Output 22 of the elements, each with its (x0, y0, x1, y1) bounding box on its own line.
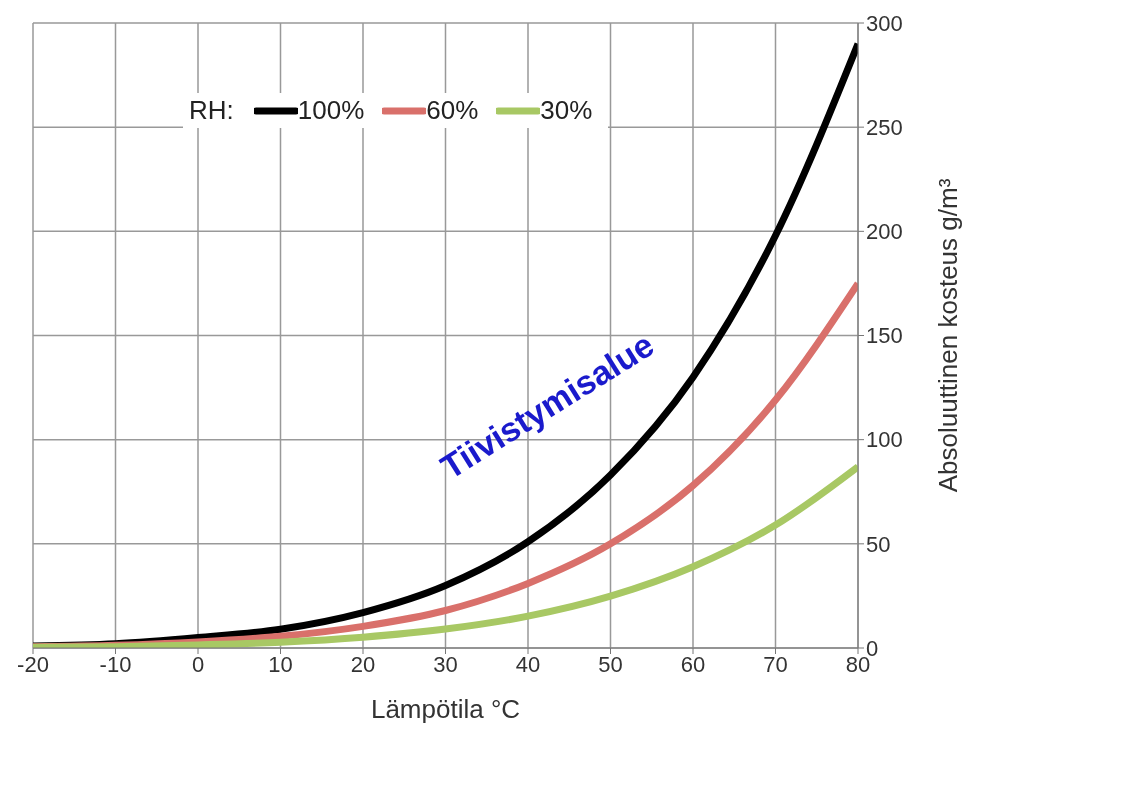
x-tick-label: 30 (433, 651, 458, 677)
x-tick-label: 20 (350, 651, 376, 677)
x-tick-label: 60 (680, 651, 706, 677)
x-tick-label: 70 (763, 651, 788, 677)
x-tick-label: 40 (515, 651, 541, 677)
y-tick-label: 300 (866, 10, 903, 36)
x-tick-label: 50 (598, 651, 623, 677)
legend-label: 30% (540, 95, 593, 126)
legend-label: 60% (426, 95, 479, 126)
y-tick-label: 150 (866, 323, 903, 349)
x-tick-label: 0 (191, 651, 205, 677)
legend-label: 100% (297, 95, 365, 126)
y-axis-title: Absoluuttinen kosteus g/m³ (933, 178, 964, 493)
y-tick-label: 250 (866, 114, 903, 140)
x-tick-label: 10 (268, 651, 293, 677)
legend-title: RH: (189, 95, 234, 126)
y-tick-label: 100 (866, 427, 903, 453)
x-tick-label: -20 (17, 651, 49, 677)
x-tick-label: -10 (99, 651, 132, 677)
y-tick-label: 50 (866, 531, 891, 557)
y-tick-label: 200 (866, 219, 903, 245)
x-axis-title: Lämpötila °C (370, 694, 521, 724)
